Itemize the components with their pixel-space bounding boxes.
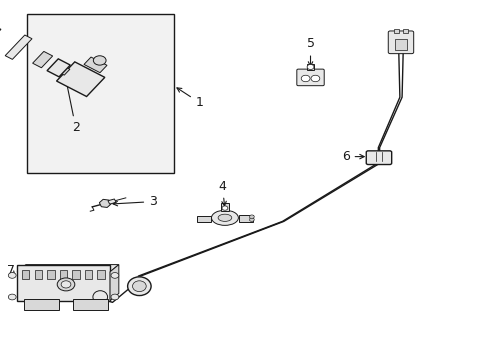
Circle shape xyxy=(301,75,309,82)
Ellipse shape xyxy=(218,214,231,221)
Bar xyxy=(72,270,80,279)
Circle shape xyxy=(222,206,227,210)
Bar xyxy=(17,265,110,301)
Circle shape xyxy=(61,281,71,288)
Bar xyxy=(27,14,173,173)
Bar xyxy=(306,64,314,70)
Text: 2: 2 xyxy=(63,72,80,134)
Polygon shape xyxy=(99,199,111,207)
Polygon shape xyxy=(0,26,1,41)
Bar xyxy=(60,270,67,279)
Circle shape xyxy=(93,56,106,65)
Polygon shape xyxy=(110,265,119,301)
Bar xyxy=(35,270,42,279)
Bar xyxy=(97,270,104,279)
Bar xyxy=(24,299,59,310)
Text: 7: 7 xyxy=(7,264,15,277)
Polygon shape xyxy=(57,62,104,96)
Circle shape xyxy=(8,273,16,278)
Polygon shape xyxy=(5,35,32,59)
Bar xyxy=(196,216,211,222)
Ellipse shape xyxy=(132,281,146,292)
Circle shape xyxy=(310,75,319,82)
Bar xyxy=(238,215,253,222)
Circle shape xyxy=(111,294,119,300)
Bar xyxy=(47,270,55,279)
FancyBboxPatch shape xyxy=(296,69,324,86)
Bar xyxy=(393,29,398,33)
Bar xyxy=(403,29,407,33)
Polygon shape xyxy=(47,59,70,77)
Text: 3: 3 xyxy=(113,195,157,208)
Circle shape xyxy=(249,218,254,221)
Polygon shape xyxy=(33,51,53,68)
Bar xyxy=(394,39,407,50)
Circle shape xyxy=(249,215,254,219)
Polygon shape xyxy=(108,199,116,204)
Circle shape xyxy=(8,294,16,300)
Circle shape xyxy=(111,273,119,278)
Text: 1: 1 xyxy=(177,88,203,109)
Polygon shape xyxy=(84,57,107,73)
Bar xyxy=(221,203,228,211)
FancyBboxPatch shape xyxy=(387,31,413,54)
Text: 5: 5 xyxy=(306,37,314,66)
Text: 4: 4 xyxy=(218,180,226,206)
Polygon shape xyxy=(17,265,119,272)
Bar xyxy=(22,270,29,279)
Circle shape xyxy=(57,278,75,291)
Polygon shape xyxy=(55,65,70,75)
FancyBboxPatch shape xyxy=(366,151,391,165)
Bar xyxy=(73,299,107,310)
Bar xyxy=(85,270,92,279)
Circle shape xyxy=(306,64,313,69)
Text: 6: 6 xyxy=(341,150,364,163)
Ellipse shape xyxy=(93,291,107,303)
Ellipse shape xyxy=(127,277,151,296)
Ellipse shape xyxy=(211,210,238,225)
